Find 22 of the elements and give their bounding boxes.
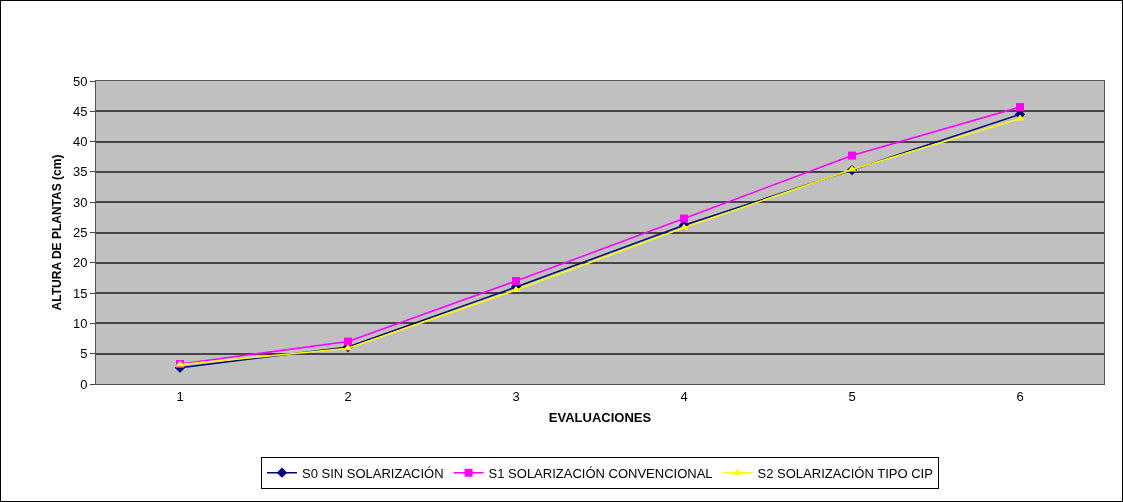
y-tick-label: 20 bbox=[72, 255, 88, 271]
x-tick-label: 1 bbox=[176, 388, 184, 404]
y-tick-label: 5 bbox=[80, 346, 88, 362]
y-tick-label: 30 bbox=[72, 194, 88, 210]
y-tick-label: 50 bbox=[72, 73, 88, 89]
legend-label: S2 SOLARIZACIÓN TIPO CIP bbox=[757, 465, 933, 481]
y-tick-label: 0 bbox=[80, 376, 88, 392]
x-tick-label: 2 bbox=[344, 388, 352, 404]
x-tick-label: 3 bbox=[512, 388, 520, 404]
y-tick-label: 10 bbox=[72, 315, 88, 331]
y-axis-title: ALTURA DE PLANTAS (cm) bbox=[50, 154, 65, 311]
y-tick-label: 15 bbox=[72, 285, 88, 301]
legend-label: S1 SOLARIZACIÓN CONVENCIONAL bbox=[488, 465, 713, 481]
x-axis-title: EVALUACIONES bbox=[548, 410, 652, 426]
y-tick-label: 25 bbox=[72, 225, 88, 241]
legend-label: S0 SIN SOLARIZACIÓN bbox=[302, 465, 444, 481]
x-tick-label: 5 bbox=[848, 388, 856, 404]
y-tick-label: 45 bbox=[72, 103, 88, 119]
x-tick-label: 4 bbox=[680, 388, 688, 404]
x-tick-label: 6 bbox=[1016, 388, 1024, 404]
y-tick-label: 35 bbox=[72, 164, 88, 180]
y-tick-label: 40 bbox=[72, 134, 88, 150]
